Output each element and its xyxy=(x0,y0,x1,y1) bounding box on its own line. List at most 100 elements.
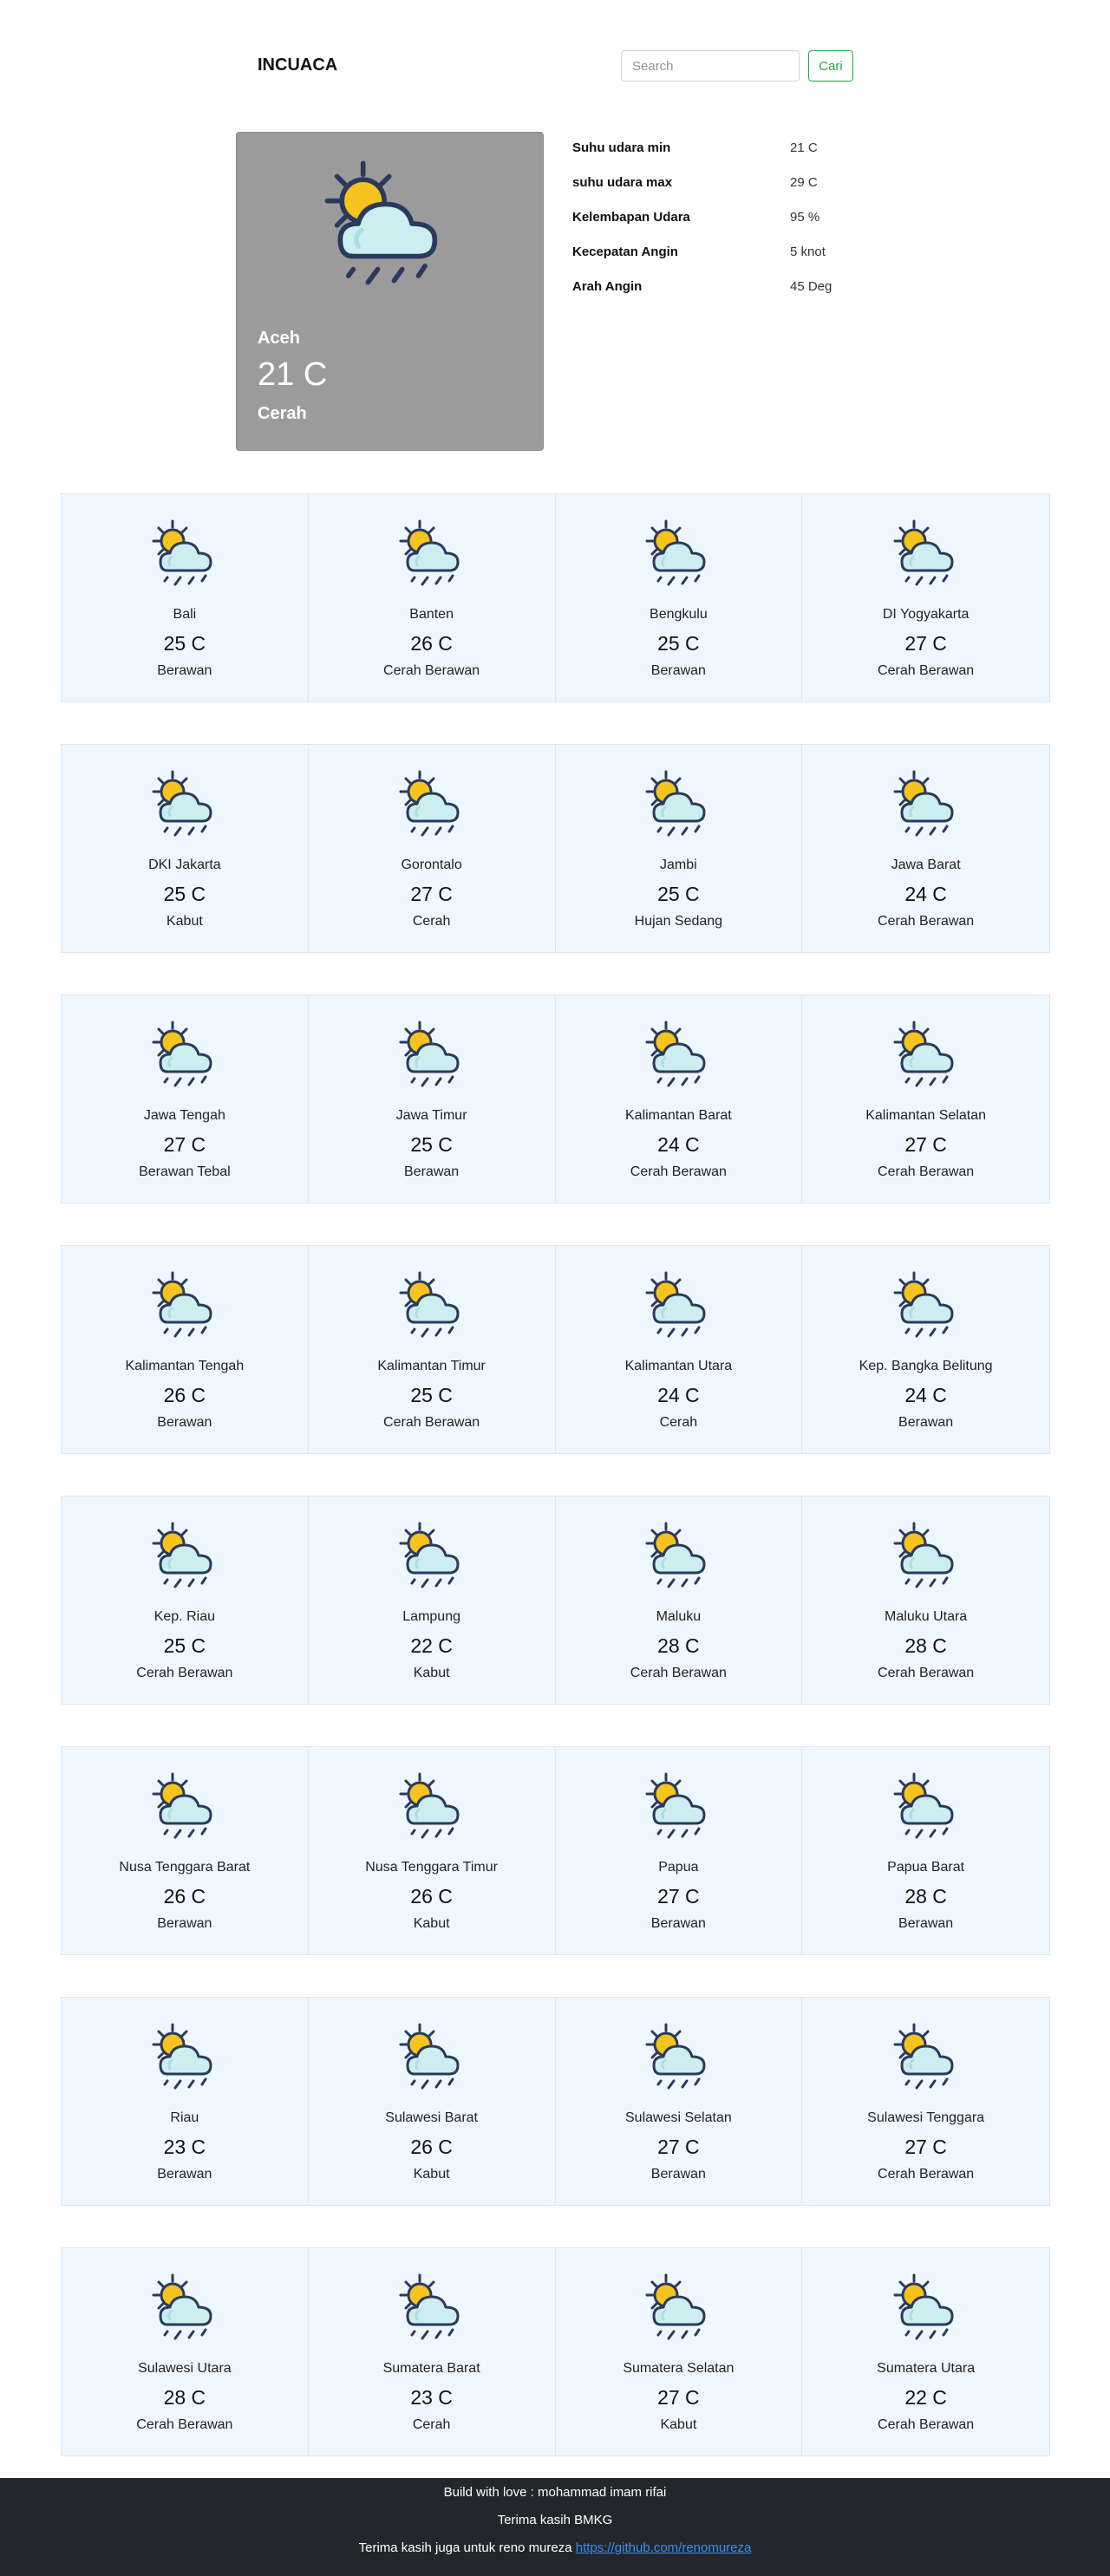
region-condition: Berawan xyxy=(650,1916,706,1931)
region-card[interactable]: Banten 26 C Cerah Berawan xyxy=(308,494,556,701)
region-condition: Cerah Berawan xyxy=(878,1666,975,1680)
region-temperature: 24 C xyxy=(904,1384,947,1406)
partly-cloudy-rain-icon xyxy=(399,2273,460,2340)
region-card[interactable]: Gorontalo 27 C Cerah xyxy=(308,745,556,952)
region-card[interactable]: Kalimantan Utara 24 C Cerah xyxy=(555,1246,803,1453)
region-temperature: 25 C xyxy=(163,1634,206,1657)
footer-thanks-also: Terima kasih juga untuk reno mureza xyxy=(358,2540,572,2555)
region-condition: Kabut xyxy=(660,2417,697,2432)
main-condition: Cerah xyxy=(258,404,307,423)
partly-cloudy-rain-icon xyxy=(399,770,460,837)
region-name: Kep. Bangka Belitung xyxy=(859,1359,993,1373)
region-name: Bengkulu xyxy=(650,607,708,622)
region-card[interactable]: Maluku 28 C Cerah Berawan xyxy=(555,1497,803,1704)
region-name: Jambi xyxy=(660,858,697,872)
brand-logo[interactable]: INCUACA xyxy=(258,55,338,75)
github-link[interactable]: https://github.com/renomureza xyxy=(575,2540,752,2555)
region-condition: Cerah xyxy=(412,914,451,929)
region-temperature: 24 C xyxy=(904,883,947,905)
region-condition: Berawan xyxy=(157,1916,212,1931)
search-button[interactable]: Cari xyxy=(808,50,853,82)
region-card[interactable]: Jawa Timur 25 C Berawan xyxy=(308,995,556,1203)
search-input[interactable] xyxy=(621,50,800,82)
region-card[interactable]: Papua 27 C Berawan xyxy=(555,1747,803,1954)
detail-row-wind-direction: Arah Angin 45 Deg xyxy=(572,277,919,312)
region-name: Riau xyxy=(170,2110,199,2125)
region-card[interactable]: DKI Jakarta 25 C Kabut xyxy=(62,745,309,952)
region-card[interactable]: Sulawesi Tenggara 27 C Cerah Berawan xyxy=(802,1998,1049,2205)
region-name: Kep. Riau xyxy=(153,1609,215,1624)
region-row: Jawa Tengah 27 C Berawan Tebal Jawa Timur 25… xyxy=(61,995,1050,1203)
region-name: Nusa Tenggara Timur xyxy=(365,1860,498,1875)
region-card[interactable]: Bengkulu 25 C Berawan xyxy=(555,494,803,701)
partly-cloudy-rain-icon xyxy=(645,1021,706,1087)
partly-cloudy-rain-icon xyxy=(152,1772,212,1839)
region-grid: Bali 25 C Berawan Banten 26 C Cerah Berawan Be… xyxy=(61,493,1050,2498)
region-row: Kep. Riau 25 C Cerah Berawan Lampung 22 C Kab… xyxy=(61,1496,1050,1705)
region-card[interactable]: Sumatera Selatan 27 C Kabut xyxy=(555,2248,803,2455)
region-card[interactable]: Bali 25 C Berawan xyxy=(62,494,309,701)
region-card[interactable]: DI Yogyakarta 27 C Cerah Berawan xyxy=(802,494,1049,701)
region-condition: Berawan xyxy=(650,2167,706,2181)
region-temperature: 22 C xyxy=(904,2386,947,2409)
region-temperature: 26 C xyxy=(410,2136,453,2158)
navbar: INCUACA Cari xyxy=(0,0,1110,132)
partly-cloudy-rain-icon xyxy=(645,519,706,586)
region-card[interactable]: Kalimantan Selatan 27 C Cerah Berawan xyxy=(802,995,1049,1203)
region-card[interactable]: Kalimantan Timur 25 C Cerah Berawan xyxy=(308,1246,556,1453)
detail-row-wind-speed: Kecepatan Angin 5 knot xyxy=(572,243,919,277)
partly-cloudy-rain-icon xyxy=(645,1271,706,1338)
region-temperature: 27 C xyxy=(904,1133,947,1156)
region-card[interactable]: Jawa Tengah 27 C Berawan Tebal xyxy=(62,995,309,1203)
region-temperature: 27 C xyxy=(657,2136,700,2158)
partly-cloudy-rain-icon xyxy=(893,519,954,586)
region-card[interactable]: Nusa Tenggara Barat 26 C Berawan xyxy=(62,1747,309,1954)
main-weather-card: Aceh 21 C Cerah xyxy=(236,132,544,451)
region-card[interactable]: Kalimantan Tengah 26 C Berawan xyxy=(62,1246,309,1453)
region-card[interactable]: Sumatera Barat 23 C Cerah xyxy=(308,2248,556,2455)
region-condition: Berawan xyxy=(898,1415,954,1430)
region-card[interactable]: Sulawesi Selatan 27 C Berawan xyxy=(555,1998,803,2205)
region-card[interactable]: Papua Barat 28 C Berawan xyxy=(802,1747,1049,1954)
detail-value: 21 C xyxy=(790,140,818,155)
region-condition: Cerah Berawan xyxy=(630,1164,727,1179)
region-row: Riau 23 C Berawan Sulawesi Barat 26 C Kabut Su… xyxy=(61,1997,1050,2206)
region-condition: Berawan xyxy=(404,1164,460,1179)
region-name: Sulawesi Barat xyxy=(385,2110,478,2125)
region-row: Bali 25 C Berawan Banten 26 C Cerah Berawan Be… xyxy=(61,493,1050,702)
partly-cloudy-rain-icon xyxy=(645,1772,706,1839)
region-condition: Hujan Sedang xyxy=(634,914,723,929)
region-card[interactable]: Sumatera Utara 22 C Cerah Berawan xyxy=(802,2248,1049,2455)
region-card[interactable]: Jawa Barat 24 C Cerah Berawan xyxy=(802,745,1049,952)
region-temperature: 28 C xyxy=(163,2386,206,2409)
region-card[interactable]: Kalimantan Barat 24 C Cerah Berawan xyxy=(555,995,803,1203)
region-name: Kalimantan Barat xyxy=(625,1108,732,1123)
region-name: Kalimantan Timur xyxy=(377,1359,486,1373)
footer-thanks-also-line: Terima kasih juga untuk reno mureza http… xyxy=(0,2534,1110,2562)
region-card[interactable]: Sulawesi Barat 26 C Kabut xyxy=(308,1998,556,2205)
region-temperature: 25 C xyxy=(163,883,206,905)
region-condition: Kabut xyxy=(413,1916,450,1931)
region-name: Jawa Tengah xyxy=(143,1108,225,1123)
detail-value: 95 % xyxy=(790,210,820,225)
partly-cloudy-rain-icon xyxy=(152,2023,212,2090)
region-condition: Cerah Berawan xyxy=(630,1666,727,1680)
detail-row-humidity: Kelembapan Udara 95 % xyxy=(572,208,919,243)
region-card[interactable]: Nusa Tenggara Timur 26 C Kabut xyxy=(308,1747,556,1954)
region-card[interactable]: Jambi 25 C Hujan Sedang xyxy=(555,745,803,952)
region-condition: Kabut xyxy=(413,1666,450,1680)
region-card[interactable]: Maluku Utara 28 C Cerah Berawan xyxy=(802,1497,1049,1704)
region-card[interactable]: Sulawesi Utara 28 C Cerah Berawan xyxy=(62,2248,309,2455)
region-name: DI Yogyakarta xyxy=(882,607,970,622)
region-card[interactable]: Kep. Bangka Belitung 24 C Berawan xyxy=(802,1246,1049,1453)
partly-cloudy-rain-icon xyxy=(324,160,438,285)
detail-label: Kelembapan Udara xyxy=(572,210,690,225)
region-card[interactable]: Kep. Riau 25 C Cerah Berawan xyxy=(62,1497,309,1704)
region-condition: Cerah Berawan xyxy=(878,2167,975,2181)
region-card[interactable]: Lampung 22 C Kabut xyxy=(308,1497,556,1704)
region-condition: Kabut xyxy=(166,914,203,929)
region-name: Sumatera Selatan xyxy=(623,2361,735,2376)
region-name: Kalimantan Utara xyxy=(624,1359,733,1373)
region-card[interactable]: Riau 23 C Berawan xyxy=(62,1998,309,2205)
region-temperature: 26 C xyxy=(163,1885,206,1908)
